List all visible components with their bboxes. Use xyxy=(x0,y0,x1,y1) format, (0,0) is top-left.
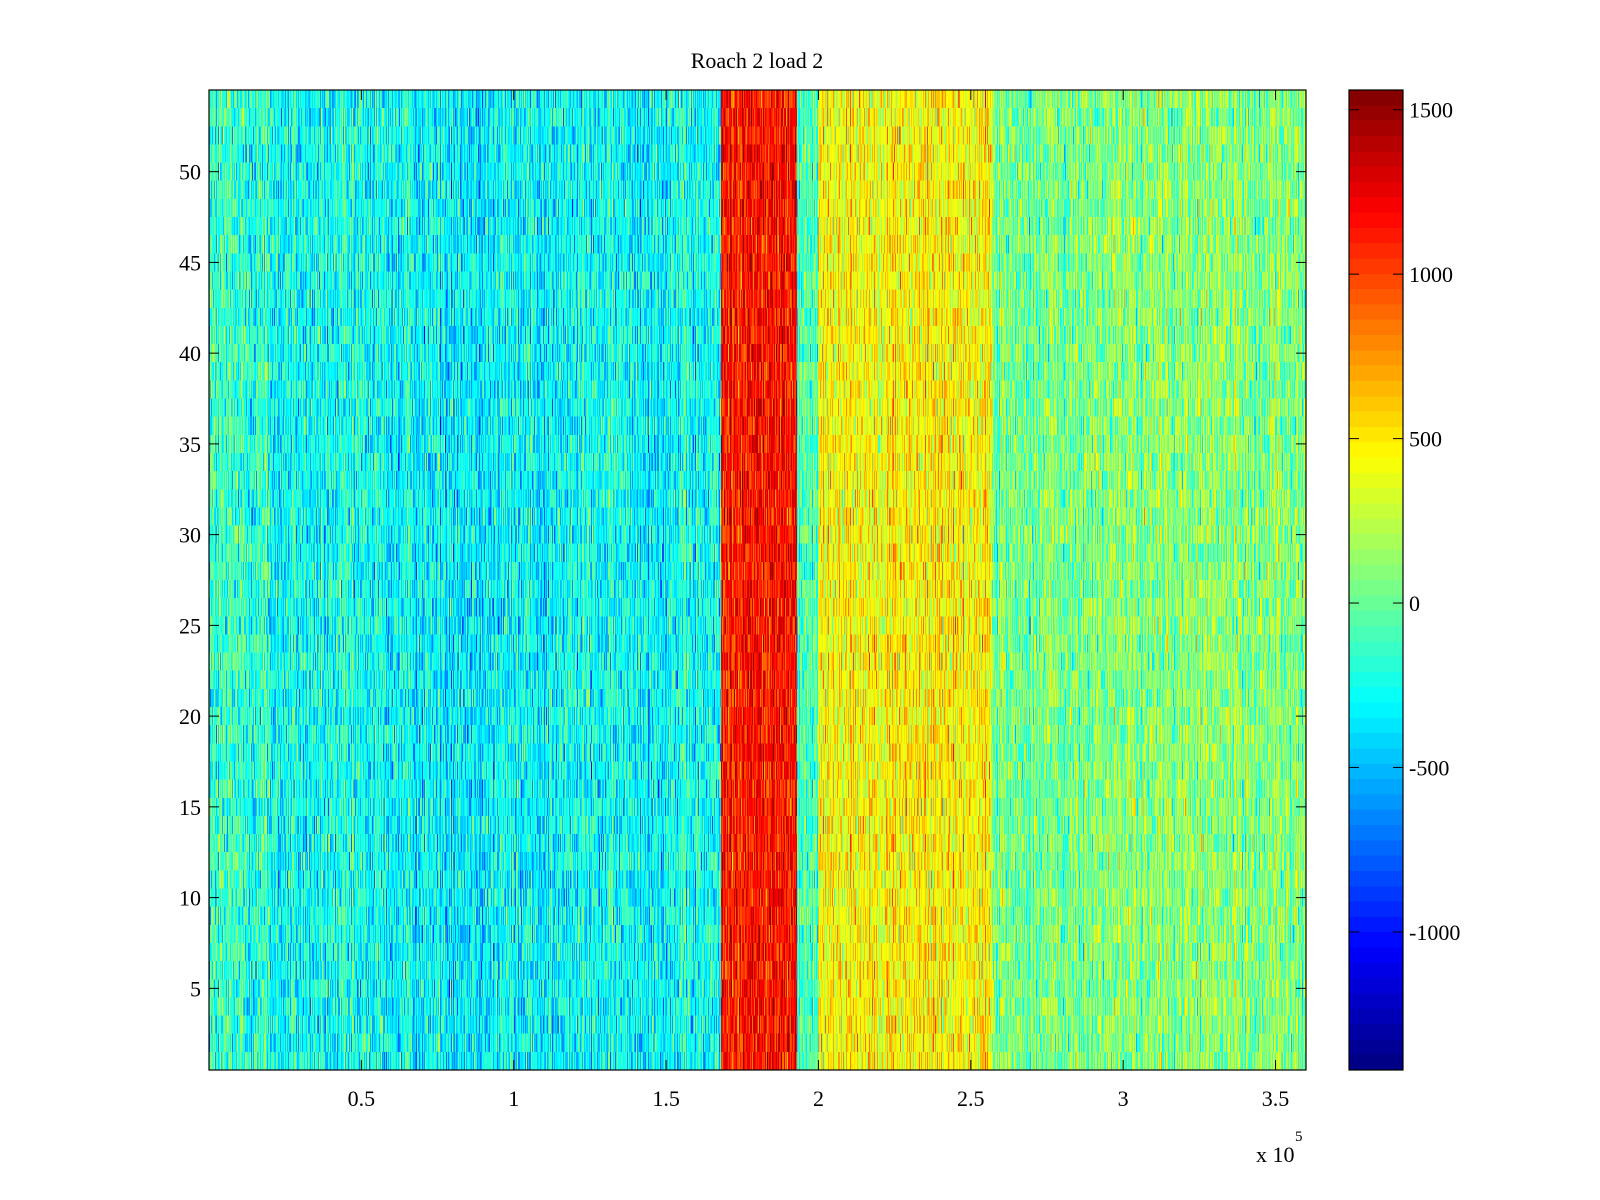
y-tick-label: 25 xyxy=(179,613,201,638)
y-tick-label: 50 xyxy=(179,160,201,185)
colorbar-tick-label: 1500 xyxy=(1409,98,1453,123)
y-tick-label: 30 xyxy=(179,523,201,548)
chart-title: Roach 2 load 2 xyxy=(691,48,824,73)
y-tick-label: 20 xyxy=(179,704,201,729)
colorbar-tick-label: -500 xyxy=(1409,755,1449,780)
y-axis-ticks: 5 10 15 20 25 30 35 40 45 50 xyxy=(179,160,1306,1001)
colorbar-tick-label: 500 xyxy=(1409,427,1442,452)
plot-area: 0.5 1 1.5 2 2.5 3 3.5 5 10 15 20 25 30 35 40 45 50 x 10… xyxy=(179,89,1307,1167)
x-tick-label: 3 xyxy=(1118,1086,1129,1111)
heatmap-image xyxy=(209,90,1306,1070)
x-axis-multiplier: x 10 xyxy=(1256,1142,1295,1167)
colorbar-frame xyxy=(1348,89,1404,1071)
y-tick-label: 40 xyxy=(179,341,201,366)
y-tick-label: 45 xyxy=(179,250,201,275)
colorbar-tick-label: 1000 xyxy=(1409,262,1453,287)
y-tick-label: 5 xyxy=(190,976,201,1001)
colorbar-tick-label: -1000 xyxy=(1409,920,1460,945)
x-tick-label: 1.5 xyxy=(652,1086,680,1111)
x-tick-label: 2 xyxy=(813,1086,824,1111)
x-axis-multiplier-exponent: 5 xyxy=(1295,1129,1303,1145)
colorbar-tick-label: 0 xyxy=(1409,591,1420,616)
x-tick-label: 1 xyxy=(508,1086,519,1111)
x-tick-label: 3.5 xyxy=(1262,1086,1290,1111)
x-tick-label: 0.5 xyxy=(348,1086,376,1111)
colorbar-ticks: 1500 1000 500 0 -500 -1000 xyxy=(1349,98,1460,945)
x-tick-label: 2.5 xyxy=(957,1086,985,1111)
colorbar-gradient xyxy=(1349,90,1403,1070)
plot-frame xyxy=(208,89,1307,1071)
colorbar: 1500 1000 500 0 -500 -1000 xyxy=(1348,89,1460,1071)
y-tick-label: 35 xyxy=(179,432,201,457)
x-axis-ticks: 0.5 1 1.5 2 2.5 3 3.5 xyxy=(348,90,1290,1111)
y-tick-label: 15 xyxy=(179,795,201,820)
y-tick-label: 10 xyxy=(179,886,201,911)
